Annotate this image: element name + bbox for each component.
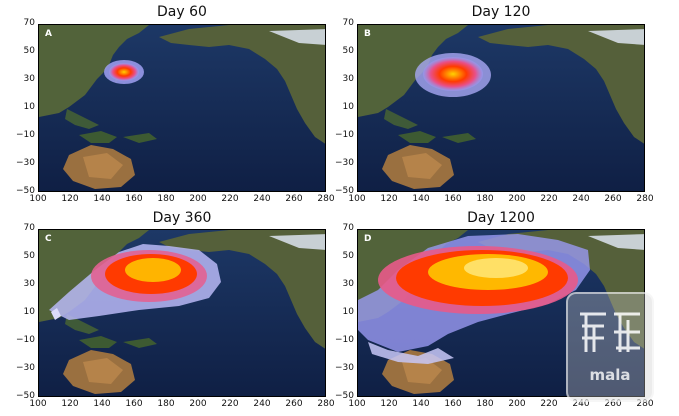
x-tick-label: 100 <box>348 399 366 409</box>
x-tick-label: 280 <box>636 399 654 409</box>
y-tick-label: −30 <box>335 363 354 373</box>
y-tick-label: −30 <box>16 363 35 373</box>
y-tick-label: 30 <box>23 279 35 289</box>
y-tick-label: 70 <box>23 223 35 233</box>
map-graphic-b <box>358 25 644 191</box>
x-tick-label: 200 <box>508 399 526 409</box>
x-tick-label: 200 <box>189 399 207 409</box>
y-tick-label: 70 <box>23 18 35 28</box>
watermark-badge: mala <box>566 292 654 402</box>
y-tick-label: −10 <box>335 335 354 345</box>
y-tick-label: −50 <box>16 391 35 401</box>
y-tick-label: −50 <box>335 186 354 196</box>
x-tick-label: 180 <box>476 399 494 409</box>
x-tick-label: 180 <box>476 194 494 204</box>
panel-title-c: Day 360 <box>152 210 212 226</box>
y-tick-label: 50 <box>342 251 354 261</box>
y-tick-label: 30 <box>23 74 35 84</box>
map-panel-c <box>38 229 326 397</box>
map-graphic-a <box>39 25 325 191</box>
x-tick-label: 180 <box>157 399 175 409</box>
y-tick-label: 30 <box>342 74 354 84</box>
x-tick-label: 100 <box>29 399 47 409</box>
map-panel-d <box>357 229 645 397</box>
y-tick-label: −10 <box>335 130 354 140</box>
y-tick-label: −10 <box>16 335 35 345</box>
y-tick-label: 70 <box>342 18 354 28</box>
x-tick-label: 260 <box>285 399 303 409</box>
panel-letter-b: B <box>364 29 371 39</box>
y-tick-label: 10 <box>342 102 354 112</box>
x-tick-label: 220 <box>540 194 558 204</box>
panel-letter-d: D <box>364 234 372 244</box>
x-tick-label: 120 <box>61 399 79 409</box>
x-tick-label: 100 <box>29 194 47 204</box>
map-graphic-d <box>358 230 644 396</box>
x-tick-label: 140 <box>412 194 430 204</box>
x-tick-label: 200 <box>508 194 526 204</box>
x-tick-label: 260 <box>604 194 622 204</box>
map-panel-a <box>38 24 326 192</box>
panel-title-d: Day 1200 <box>467 210 535 226</box>
map-panel-b <box>357 24 645 192</box>
panel-letter-c: C <box>45 234 52 244</box>
x-tick-label: 120 <box>61 194 79 204</box>
map-graphic-c <box>39 230 325 396</box>
x-tick-label: 240 <box>572 194 590 204</box>
x-tick-label: 180 <box>157 194 175 204</box>
x-tick-label: 160 <box>444 399 462 409</box>
x-tick-label: 260 <box>285 194 303 204</box>
x-tick-label: 240 <box>253 399 271 409</box>
x-tick-label: 140 <box>93 399 111 409</box>
panel-title-b: Day 120 <box>471 4 531 20</box>
y-tick-label: −30 <box>16 158 35 168</box>
x-tick-label: 240 <box>253 194 271 204</box>
panel-letter-a: A <box>45 29 52 39</box>
y-tick-label: 50 <box>342 46 354 56</box>
y-tick-label: 10 <box>342 307 354 317</box>
x-tick-label: 220 <box>221 399 239 409</box>
y-tick-label: 50 <box>23 46 35 56</box>
panel-title-a: Day 60 <box>157 4 207 20</box>
x-tick-label: 220 <box>540 399 558 409</box>
x-tick-label: 160 <box>444 194 462 204</box>
y-tick-label: −50 <box>335 391 354 401</box>
x-tick-label: 240 <box>572 399 590 409</box>
x-tick-label: 120 <box>380 194 398 204</box>
x-tick-label: 220 <box>221 194 239 204</box>
x-tick-label: 160 <box>125 399 143 409</box>
y-tick-label: 30 <box>342 279 354 289</box>
y-tick-label: 50 <box>23 251 35 261</box>
x-tick-label: 140 <box>412 399 430 409</box>
y-tick-label: −30 <box>335 158 354 168</box>
x-tick-label: 160 <box>125 194 143 204</box>
x-tick-label: 140 <box>93 194 111 204</box>
x-tick-label: 120 <box>380 399 398 409</box>
watermark-logo-icon <box>580 312 640 352</box>
x-tick-label: 200 <box>189 194 207 204</box>
x-tick-label: 280 <box>636 194 654 204</box>
x-tick-label: 260 <box>604 399 622 409</box>
x-tick-label: 100 <box>348 194 366 204</box>
y-tick-label: −10 <box>16 130 35 140</box>
x-tick-label: 280 <box>317 399 335 409</box>
y-tick-label: 10 <box>23 102 35 112</box>
y-tick-label: 10 <box>23 307 35 317</box>
y-tick-label: 70 <box>342 223 354 233</box>
x-tick-label: 280 <box>317 194 335 204</box>
watermark-text: mala <box>589 366 631 384</box>
y-tick-label: −50 <box>16 186 35 196</box>
